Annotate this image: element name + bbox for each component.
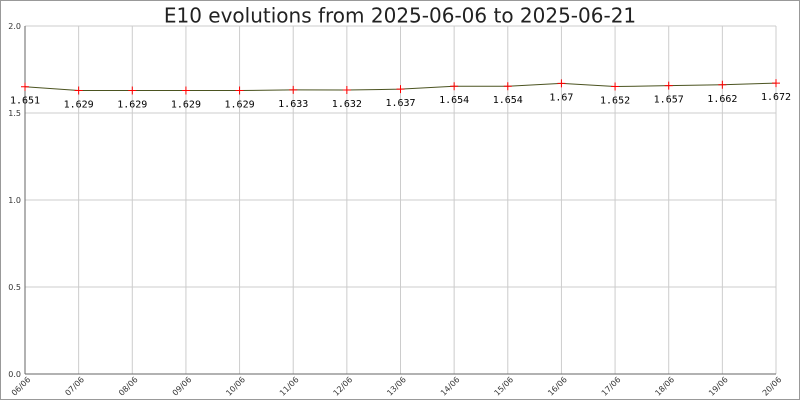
value-label: 1.633 [278,99,308,110]
marker [718,80,727,89]
value-label: 1.657 [654,95,684,106]
marker [74,86,83,95]
value-label: 1.662 [707,94,737,105]
marker [342,86,351,95]
y-tick-label: 0.5 [8,283,21,292]
marker [557,79,566,88]
value-label: 1.632 [332,99,362,110]
value-label: 1.629 [64,100,94,111]
marker [664,81,673,90]
y-tick-label: 1.5 [8,109,21,118]
value-label: 1.629 [225,100,255,111]
marker [450,82,459,91]
value-label: 1.654 [493,95,523,106]
marker [128,86,137,95]
value-label: 1.654 [439,95,469,106]
y-tick-label: 1.0 [8,196,21,205]
value-label: 1.637 [385,98,415,109]
y-tick-label: 0.0 [8,370,21,379]
marker [21,82,29,91]
marker [611,82,620,91]
marker [503,82,512,91]
marker [289,85,298,94]
value-label: 1.67 [549,92,573,103]
value-label: 1.651 [10,96,40,107]
marker [235,86,244,95]
marker [772,79,780,88]
marker [181,86,190,95]
value-label: 1.629 [171,100,201,111]
y-tick-label: 2.0 [8,22,21,31]
chart-title: E10 evolutions from 2025-06-06 to 2025-0… [164,4,636,28]
value-label: 1.652 [600,96,630,107]
marker [396,85,405,94]
value-label: 1.672 [761,92,791,103]
value-label: 1.629 [117,100,147,111]
